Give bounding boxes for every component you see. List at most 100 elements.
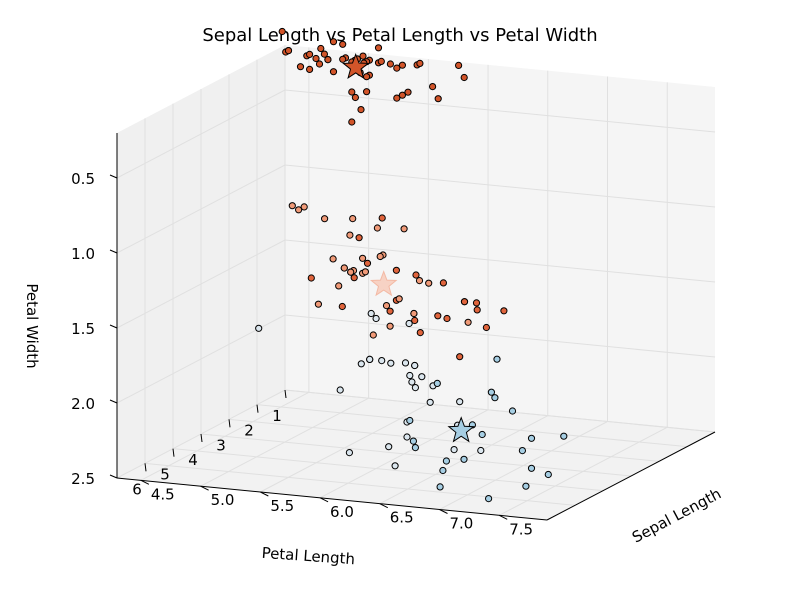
- data-point: [485, 495, 493, 503]
- data-point: [312, 54, 320, 63]
- data-point: [434, 95, 442, 103]
- data-point: [295, 206, 303, 214]
- data-point: [460, 73, 468, 82]
- data-point: [369, 331, 377, 339]
- data-point: [439, 466, 447, 475]
- data-point: [363, 259, 372, 267]
- data-point: [338, 302, 346, 311]
- x-tick-label: 4.5: [151, 485, 175, 503]
- data-point: [433, 379, 441, 387]
- data-point: [324, 56, 332, 64]
- grid-y-floor: [228, 418, 660, 462]
- data-point: [544, 470, 552, 479]
- data-point: [382, 302, 391, 310]
- x-tick-label: 6.0: [330, 503, 354, 521]
- data-point: [456, 398, 464, 406]
- data-point: [409, 437, 417, 445]
- data-point: [288, 202, 296, 210]
- data-point: [560, 432, 568, 440]
- data-point: [386, 60, 394, 68]
- data-point: [307, 274, 315, 282]
- z-tick: [109, 174, 118, 179]
- z-tick: [109, 324, 118, 329]
- data-point: [408, 378, 416, 386]
- data-point: [411, 384, 419, 392]
- z-tick-label: 1.5: [71, 320, 95, 338]
- data-point: [357, 106, 365, 114]
- data-point: [339, 40, 347, 48]
- x-tick: [379, 503, 389, 509]
- data-point: [522, 482, 530, 490]
- y-tick-label: 5: [160, 466, 170, 484]
- data-point: [473, 306, 481, 314]
- data-point: [404, 88, 412, 96]
- grid-z-side: [116, 164, 286, 254]
- data-point: [493, 355, 501, 363]
- data-point: [317, 44, 325, 53]
- data-point: [393, 64, 401, 72]
- data-point: [411, 316, 419, 325]
- data-point: [350, 274, 358, 282]
- data-point: [320, 50, 328, 58]
- y-axis-label: Petal Length: [261, 544, 356, 568]
- data-point: [348, 118, 356, 126]
- data-point: [398, 61, 406, 69]
- data-point: [385, 443, 393, 451]
- y-tick: [172, 448, 175, 457]
- data-point: [367, 309, 375, 318]
- data-point: [429, 83, 437, 91]
- grid-z-side: [116, 239, 286, 329]
- x-tick: [439, 509, 448, 514]
- data-point: [378, 214, 386, 222]
- data-point: [411, 361, 419, 370]
- data-point: [314, 300, 322, 308]
- y-tick-label: 2: [244, 422, 254, 440]
- data-point: [349, 215, 357, 223]
- centroid-star: [342, 52, 370, 80]
- axis-lines: [116, 133, 716, 521]
- data-point: [348, 88, 356, 96]
- data-point: [351, 93, 359, 102]
- data-point: [339, 55, 347, 63]
- x-axis-line: [546, 431, 716, 521]
- data-point: [359, 52, 367, 60]
- data-point: [300, 203, 308, 211]
- data-point: [386, 322, 394, 330]
- data-point: [315, 60, 324, 68]
- y-tick: [256, 404, 259, 413]
- data-point: [460, 298, 469, 306]
- data-points: [255, 27, 568, 503]
- data-point: [415, 277, 424, 285]
- y-axis-line: [116, 477, 548, 521]
- data-point: [366, 355, 374, 363]
- z-tick-label: 2.0: [71, 395, 95, 413]
- data-point: [460, 455, 468, 463]
- y-tick: [200, 433, 203, 443]
- grid-y-floor: [172, 448, 604, 492]
- data-point: [410, 309, 418, 318]
- data-point: [403, 433, 411, 441]
- data-point: [416, 329, 424, 337]
- data-point: [401, 359, 410, 367]
- data-point: [255, 324, 263, 332]
- data-point: [456, 353, 464, 361]
- data-point: [357, 360, 365, 368]
- data-point: [306, 65, 314, 74]
- data-point: [406, 416, 414, 425]
- x-axis-label: Sepal Length: [629, 485, 724, 547]
- z-tick-label: 0.5: [71, 170, 95, 188]
- x-tick: [260, 491, 269, 497]
- centroid-markers: [342, 52, 475, 443]
- data-point: [386, 307, 394, 315]
- grid-z-back: [284, 239, 716, 283]
- grid-y-floor: [144, 462, 576, 506]
- z-tick: [109, 474, 118, 479]
- data-point: [345, 449, 353, 457]
- centroid-star: [369, 270, 398, 297]
- data-point: [472, 299, 481, 307]
- data-point: [434, 312, 442, 320]
- data-point: [372, 314, 380, 323]
- data-point: [500, 307, 508, 315]
- chart-title: Sepal Length vs Petal Length vs Petal Wi…: [202, 25, 597, 46]
